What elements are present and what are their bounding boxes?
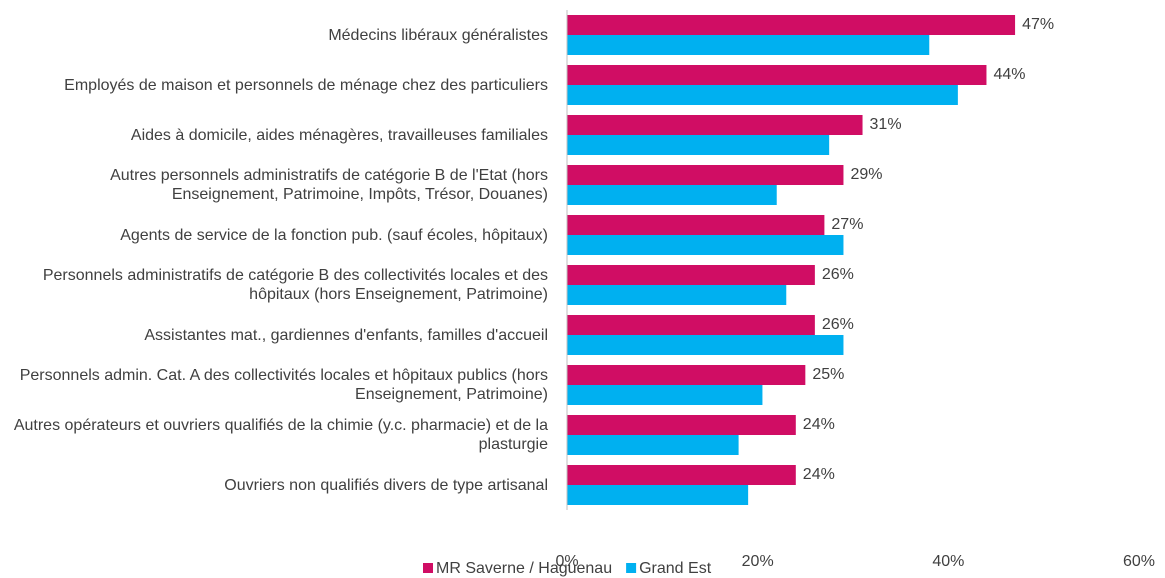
category-label: Personnels admin. Cat. A des collectivit…: [19, 367, 548, 403]
category-label: Autres personnels administratifs de caté…: [110, 167, 548, 203]
bar: [567, 415, 796, 435]
bar: [567, 285, 787, 305]
bar: [567, 315, 815, 335]
x-tick-label: 0%: [555, 553, 578, 570]
category-label: Aides à domicile, aides ménagères, trava…: [130, 126, 548, 144]
bar: [567, 135, 830, 155]
bar: [567, 265, 815, 285]
data-label: 25%: [812, 366, 844, 383]
bar: [567, 165, 844, 185]
data-label: 24%: [803, 416, 835, 433]
legend-swatch: [423, 563, 433, 573]
bar: [567, 465, 796, 485]
bar: [567, 35, 930, 55]
category-label: Assistantes mat., gardiennes d'enfants, …: [144, 326, 548, 344]
x-tick-label: 40%: [932, 553, 964, 570]
bar: [567, 485, 749, 505]
bar: [567, 65, 987, 85]
bar: [567, 115, 863, 135]
category-label: Ouvriers non qualifiés divers de type ar…: [224, 476, 548, 494]
category-label: Autres opérateurs et ouvriers qualifiés …: [13, 417, 548, 453]
legend-swatch: [626, 563, 637, 573]
bar: [567, 15, 1016, 35]
data-label: 47%: [1022, 16, 1054, 33]
data-label: 24%: [803, 466, 835, 483]
bar: [567, 185, 777, 205]
category-label: Médecins libéraux généralistes: [328, 26, 548, 44]
category-label: Agents de service de la fonction pub. (s…: [120, 226, 548, 244]
legend-label: MR Saverne / Haguenau: [436, 560, 612, 577]
legend-label: Grand Est: [639, 560, 712, 577]
x-tick-label: 60%: [1123, 553, 1155, 570]
bar: [567, 85, 958, 105]
category-label: Personnels administratifs de catégorie B…: [42, 267, 548, 303]
bar: [567, 365, 806, 385]
data-label: 27%: [831, 216, 863, 233]
bar: [567, 335, 844, 355]
data-label: 44%: [993, 66, 1025, 83]
data-label: 29%: [850, 166, 882, 183]
data-label: 26%: [822, 266, 854, 283]
bar: [567, 215, 825, 235]
bar: [567, 235, 844, 255]
bar: [567, 385, 763, 405]
data-label: 31%: [870, 116, 902, 133]
bar: [567, 435, 739, 455]
x-tick-label: 20%: [742, 553, 774, 570]
category-label: Employés de maison et personnels de ména…: [64, 76, 548, 94]
data-label: 26%: [822, 316, 854, 333]
